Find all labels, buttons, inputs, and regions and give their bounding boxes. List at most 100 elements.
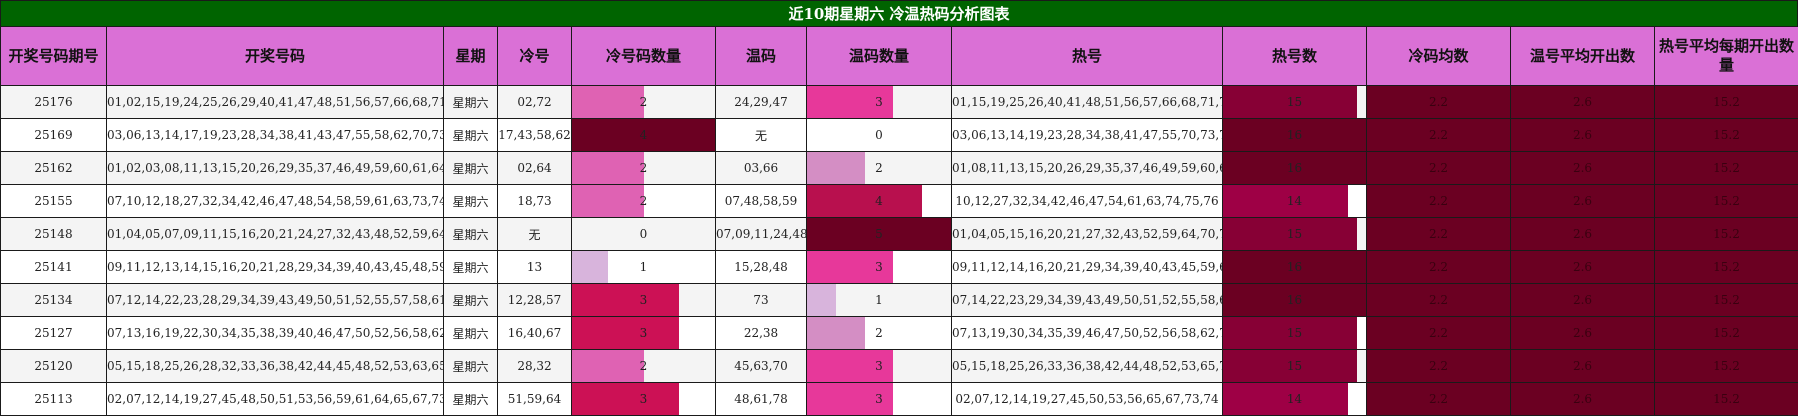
cold-count-cell-value: 3: [640, 326, 648, 340]
warm-numbers-cell: 15,28,48: [716, 251, 807, 284]
cold-numbers-cell: 12,28,57: [498, 284, 572, 317]
hot-count-cell-bar: [1223, 383, 1348, 415]
cold-count-cell-bar: [572, 350, 644, 382]
header-hot-count: 热号数: [1223, 27, 1367, 86]
cold-count-cell: 2: [572, 152, 716, 185]
cold-count-cell: 0: [572, 218, 716, 251]
cold-avg-cell-value: 2.2: [1429, 161, 1448, 175]
warm-numbers-cell: 07,48,58,59: [716, 185, 807, 218]
warm-count-cell: 2: [807, 317, 952, 350]
cold-avg-cell-value: 2.2: [1429, 95, 1448, 109]
warm-count-cell-bar: [807, 152, 865, 184]
hot-avg-cell-value: 15.2: [1713, 392, 1740, 406]
warm-avg-cell: 2.6: [1511, 284, 1655, 317]
cold-count-cell-bar: [572, 284, 679, 316]
numbers-cell: 07,13,16,19,22,30,34,35,38,39,40,46,47,5…: [107, 317, 444, 350]
warm-count-cell: 3: [807, 383, 952, 416]
hot-avg-cell-value: 15.2: [1713, 161, 1740, 175]
hot-count-cell-value: 15: [1287, 95, 1302, 109]
warm-avg-cell-value: 2.6: [1573, 260, 1592, 274]
hot-avg-cell: 15.2: [1655, 383, 1798, 416]
weekday-cell: 星期六: [444, 383, 498, 416]
weekday-cell: 星期六: [444, 152, 498, 185]
header-warm-avg: 温号平均开出数: [1511, 27, 1655, 86]
warm-count-cell-value: 5: [875, 227, 883, 241]
cold-numbers-cell: 02,72: [498, 86, 572, 119]
warm-count-cell-value: 2: [875, 161, 883, 175]
hot-avg-cell: 15.2: [1655, 350, 1798, 383]
cold-avg-cell-value: 2.2: [1429, 227, 1448, 241]
warm-count-cell-bar: [807, 317, 865, 349]
hot-count-cell-value: 14: [1287, 194, 1302, 208]
warm-count-cell-value: 2: [875, 326, 883, 340]
cold-count-cell-bar: [572, 251, 608, 283]
hot-count-cell: 16: [1223, 119, 1367, 152]
cold-count-cell: 1: [572, 251, 716, 284]
cold-count-cell-bar: [572, 152, 644, 184]
weekday-cell: 星期六: [444, 218, 498, 251]
hot-avg-cell-value: 15.2: [1713, 260, 1740, 274]
hot-count-cell: 15: [1223, 350, 1367, 383]
numbers-cell: 02,07,12,14,19,27,45,48,50,51,53,56,59,6…: [107, 383, 444, 416]
cold-numbers-cell: 28,32: [498, 350, 572, 383]
analysis-table: 开奖号码期号 开奖号码 星期 冷号 冷号码数量 温码 温码数量 热号 热号数 冷…: [0, 26, 1798, 416]
warm-numbers-cell: 73: [716, 284, 807, 317]
numbers-cell: 01,04,05,07,09,11,15,16,20,21,24,27,32,4…: [107, 218, 444, 251]
weekday-cell: 星期六: [444, 284, 498, 317]
hot-avg-cell-value: 15.2: [1713, 326, 1740, 340]
period-cell: 25127: [1, 317, 107, 350]
hot-count-cell: 15: [1223, 218, 1367, 251]
warm-avg-cell: 2.6: [1511, 251, 1655, 284]
hot-avg-cell: 15.2: [1655, 251, 1798, 284]
header-cold: 冷号: [498, 27, 572, 86]
hot-count-cell: 16: [1223, 251, 1367, 284]
period-cell: 25134: [1, 284, 107, 317]
weekday-cell: 星期六: [444, 185, 498, 218]
period-cell: 25155: [1, 185, 107, 218]
warm-count-cell-value: 3: [875, 95, 883, 109]
warm-count-cell-value: 1: [875, 293, 883, 307]
cold-count-cell-value: 2: [640, 359, 648, 373]
cold-avg-cell: 2.2: [1367, 383, 1511, 416]
cold-numbers-cell: 02,64: [498, 152, 572, 185]
warm-numbers-cell: 无: [716, 119, 807, 152]
hot-avg-cell: 15.2: [1655, 152, 1798, 185]
cold-count-cell-bar: [572, 185, 644, 217]
warm-avg-cell-value: 2.6: [1573, 194, 1592, 208]
cold-count-cell-value: 0: [640, 227, 648, 241]
warm-count-cell: 4: [807, 185, 952, 218]
hot-count-cell-value: 15: [1287, 359, 1302, 373]
hot-count-cell-value: 16: [1287, 293, 1302, 307]
hot-count-cell-value: 16: [1287, 161, 1302, 175]
hot-numbers-cell: 01,04,05,15,16,20,21,27,32,43,52,59,64,7…: [952, 218, 1223, 251]
period-cell: 25148: [1, 218, 107, 251]
warm-avg-cell-value: 2.6: [1573, 326, 1592, 340]
weekday-cell: 星期六: [444, 317, 498, 350]
cold-avg-cell-value: 2.2: [1429, 260, 1448, 274]
cold-count-cell: 3: [572, 284, 716, 317]
cold-count-cell: 2: [572, 185, 716, 218]
warm-numbers-cell: 22,38: [716, 317, 807, 350]
warm-avg-cell-value: 2.6: [1573, 392, 1592, 406]
warm-count-cell: 2: [807, 152, 952, 185]
warm-count-cell: 5: [807, 218, 952, 251]
cold-count-cell-value: 1: [640, 260, 648, 274]
header-numbers: 开奖号码: [107, 27, 444, 86]
cold-numbers-cell: 16,40,67: [498, 317, 572, 350]
warm-numbers-cell: 45,63,70: [716, 350, 807, 383]
cold-avg-cell-value: 2.2: [1429, 392, 1448, 406]
period-cell: 25176: [1, 86, 107, 119]
cold-avg-cell-value: 2.2: [1429, 194, 1448, 208]
warm-avg-cell-value: 2.6: [1573, 161, 1592, 175]
hot-count-cell-value: 16: [1287, 128, 1302, 142]
cold-count-cell-bar: [572, 383, 679, 415]
numbers-cell: 09,11,12,13,14,15,16,20,21,28,29,34,39,4…: [107, 251, 444, 284]
hot-count-cell: 16: [1223, 152, 1367, 185]
hot-count-cell: 14: [1223, 185, 1367, 218]
cold-count-cell-value: 2: [640, 161, 648, 175]
